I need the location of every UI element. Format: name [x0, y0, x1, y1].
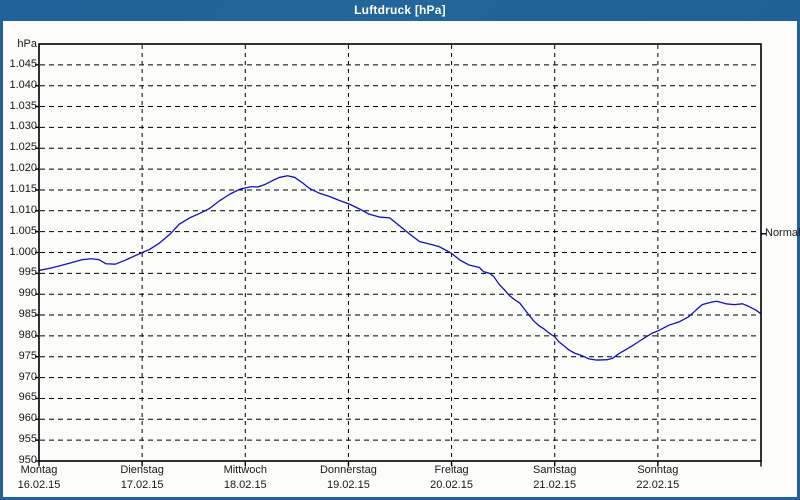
y-axis-tick-label: 1.010 [9, 203, 37, 216]
day-name: Donnerstag [319, 464, 377, 476]
y-axis-tick-label: 1.035 [9, 99, 37, 112]
y-axis-tick-label: 1.040 [9, 78, 37, 91]
day-date: 18.02.15 [223, 479, 267, 491]
y-axis-tick-label: 955 [18, 433, 37, 446]
day-date: 16.02.15 [17, 479, 61, 491]
y-axis-tick-label: 1.000 [9, 245, 37, 258]
day-name: Dienstag [120, 464, 164, 476]
window-title: Luftdruck [hPa] [354, 3, 446, 17]
x-axis-day-label: Samstag 21.02.15 [507, 463, 603, 493]
y-axis-tick-label: 990 [18, 287, 37, 300]
y-axis-tick-label: 1.025 [9, 141, 37, 154]
y-axis-tick-label: 960 [18, 412, 37, 425]
normal-pressure-label: Normal [765, 226, 800, 239]
y-axis-tick-label: 1.015 [9, 182, 37, 195]
x-axis-day-label: Montag 16.02.15 [0, 463, 87, 493]
y-axis-unit-label: hPa [17, 38, 37, 50]
day-name: Freitag [434, 464, 469, 476]
y-axis-tick-label: 980 [18, 328, 37, 341]
x-axis-day-label: Donnerstag 19.02.15 [300, 463, 396, 493]
y-axis-tick-label: 950 [18, 454, 37, 466]
y-axis-tick-label: 965 [18, 391, 37, 404]
y-axis-tick-label: 975 [18, 349, 37, 362]
y-axis-tick-label: 1.005 [9, 224, 37, 237]
x-axis-day-label: Freitag 20.02.15 [404, 463, 500, 493]
chart-area: 1.045 1.040 1.035 1.030 1.025 1.020 1.015 1.010… [0, 21, 800, 497]
y-axis-tick-label: 985 [18, 308, 37, 321]
day-date: 21.02.15 [533, 479, 577, 491]
window-title-bar[interactable]: Luftdruck [hPa] [0, 0, 800, 21]
day-date: 20.02.15 [430, 479, 473, 491]
y-axis-tick-label: 1.045 [9, 57, 37, 70]
day-date: 19.02.15 [327, 479, 370, 491]
day-name: Sonntag [637, 464, 679, 476]
y-axis-tick-label: 1.020 [9, 162, 37, 175]
x-axis-day-label: Mittwoch 18.02.15 [197, 463, 293, 493]
y-axis-tick-label: 970 [18, 370, 37, 383]
y-axis-tick-label: 1.030 [9, 120, 37, 133]
day-date: 22.02.15 [636, 479, 680, 491]
day-name: Mittwoch [223, 464, 267, 476]
x-axis-day-label: Sonntag 22.02.15 [610, 463, 706, 493]
day-name: Samstag [532, 464, 577, 476]
day-name: Montag [20, 464, 58, 476]
y-axis-tick-label: 995 [18, 266, 37, 279]
x-axis-day-label: Dienstag 17.02.15 [94, 463, 190, 493]
day-date: 17.02.15 [120, 479, 164, 491]
